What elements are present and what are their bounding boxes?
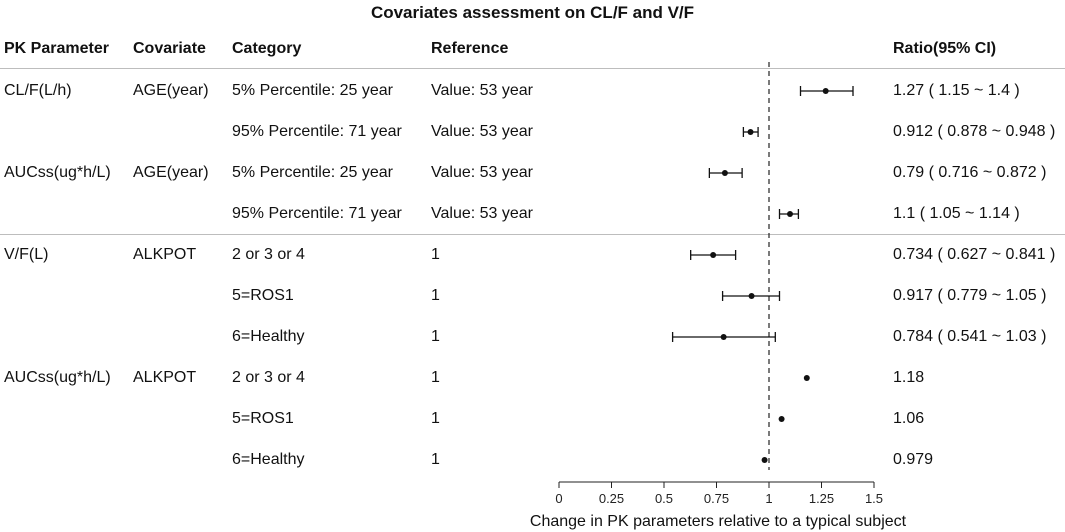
point-estimate: [747, 129, 754, 135]
category-cell: 6=Healthy: [232, 451, 305, 468]
x-tick-label: 1.5: [865, 491, 883, 506]
ratio-cell: 0.917 ( 0.779 ~ 1.05 ): [893, 287, 1047, 304]
x-tick-label: 0.75: [704, 491, 729, 506]
ratio-cell: 1.1 ( 1.05 ~ 1.14 ): [893, 205, 1020, 222]
reference-cell: 1: [431, 287, 440, 304]
reference-cell: Value: 53 year: [431, 164, 533, 181]
point-estimate: [710, 252, 717, 258]
x-tick-label: 0.5: [655, 491, 673, 506]
covariate-cell: ALKPOT: [133, 369, 197, 386]
ratio-cell: 1.27 ( 1.15 ~ 1.4 ): [893, 82, 1020, 99]
reference-cell: Value: 53 year: [431, 205, 533, 222]
ratio-cell: 0.734 ( 0.627 ~ 0.841 ): [893, 246, 1056, 263]
chart-title: Covariates assessment on CL/F and V/F: [370, 3, 695, 22]
reference-cell: 1: [431, 369, 440, 386]
ratio-cell: 1.06: [893, 410, 925, 427]
reference-cell: 1: [431, 451, 440, 468]
point-estimate: [761, 457, 768, 463]
reference-cell: 1: [431, 328, 440, 345]
category-cell: 2 or 3 or 4: [232, 369, 305, 386]
ratio-cell: 0.912 ( 0.878 ~ 0.948 ): [893, 123, 1056, 140]
header-reference: Reference: [431, 40, 509, 57]
point-estimate: [803, 375, 810, 381]
group-divider: [0, 234, 1065, 235]
category-cell: 2 or 3 or 4: [232, 246, 305, 263]
category-cell: 95% Percentile: 71 year: [232, 123, 402, 140]
x-tick-label: 1: [765, 491, 772, 506]
point-estimate: [787, 211, 793, 217]
point-estimate: [822, 88, 829, 94]
category-cell: 5=ROS1: [232, 410, 294, 427]
point-estimate: [721, 170, 728, 176]
category-cell: 6=Healthy: [232, 328, 305, 345]
x-axis-label: Change in PK parameters relative to a ty…: [529, 513, 907, 530]
x-tick-label: 1.25: [809, 491, 834, 506]
ratio-cell: 1.18: [893, 369, 925, 386]
category-cell: 5=ROS1: [232, 287, 294, 304]
pk-parameter-cell: AUCss(ug*h/L): [4, 369, 111, 386]
ratio-cell: 0.784 ( 0.541 ~ 1.03 ): [893, 328, 1047, 345]
x-tick-label: 0.25: [599, 491, 624, 506]
header-covariate: Covariate: [133, 40, 206, 57]
reference-cell: Value: 53 year: [431, 82, 533, 99]
pk-parameter-cell: V/F(L): [4, 246, 49, 263]
x-tick-label: 0: [555, 491, 562, 506]
header-category: Category: [232, 40, 302, 57]
point-estimate: [748, 293, 755, 299]
header-divider: [0, 68, 1065, 69]
header-pk-parameter: PK Parameter: [4, 40, 109, 57]
reference-cell: Value: 53 year: [431, 123, 533, 140]
ratio-cell: 0.79 ( 0.716 ~ 0.872 ): [893, 164, 1047, 181]
covariate-cell: AGE(year): [133, 82, 209, 99]
pk-parameter-cell: CL/F(L/h): [4, 82, 72, 99]
point-estimate: [778, 416, 785, 422]
covariate-cell: AGE(year): [133, 164, 209, 181]
header-ratio: Ratio(95% CI): [893, 40, 997, 57]
reference-cell: 1: [431, 246, 440, 263]
category-cell: 5% Percentile: 25 year: [232, 82, 393, 99]
ratio-cell: 0.979: [893, 451, 934, 468]
reference-cell: 1: [431, 410, 440, 427]
pk-parameter-cell: AUCss(ug*h/L): [4, 164, 111, 181]
point-estimate: [720, 334, 727, 340]
category-cell: 95% Percentile: 71 year: [232, 205, 402, 222]
category-cell: 5% Percentile: 25 year: [232, 164, 393, 181]
covariate-cell: ALKPOT: [133, 246, 197, 263]
